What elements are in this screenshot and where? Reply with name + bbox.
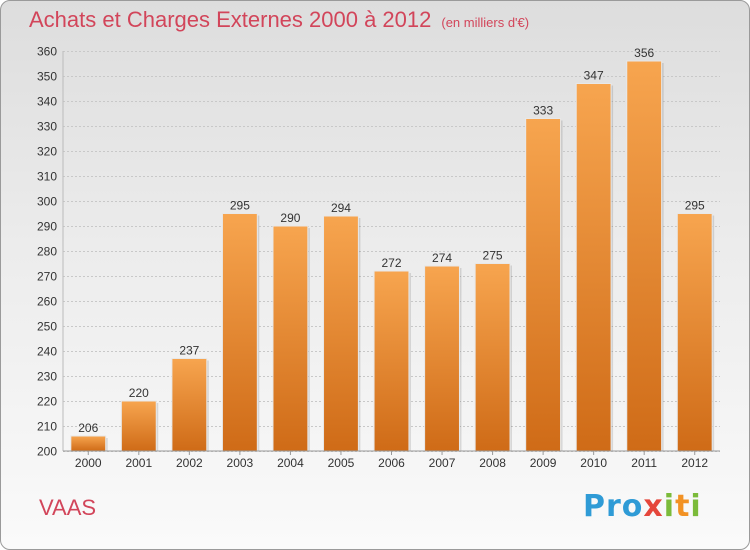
x-tick-label-2005: 2005	[328, 456, 355, 470]
y-tick-label: 200	[37, 445, 57, 459]
bar-2000	[70, 435, 107, 452]
bar-2006	[373, 270, 410, 452]
bar-2004	[272, 225, 309, 452]
chart-title: Achats et Charges Externes 2000 à 2012 (e…	[29, 7, 529, 33]
x-tick-label-2012: 2012	[681, 456, 708, 470]
y-tick-label: 290	[37, 220, 57, 234]
bar-2009	[525, 118, 562, 452]
data-label-2000: 206	[78, 421, 98, 435]
x-tick-label-2009: 2009	[530, 456, 557, 470]
x-tick-label-2004: 2004	[277, 456, 304, 470]
x-tick-label-2010: 2010	[580, 456, 607, 470]
logo-part-3: i	[663, 489, 676, 524]
data-label-2011: 356	[634, 46, 654, 60]
data-label-2008: 275	[483, 249, 503, 263]
logo-part-2: x	[643, 489, 664, 524]
y-tick-label: 280	[37, 245, 57, 259]
bar-2011	[626, 60, 663, 452]
y-tick-label: 240	[37, 345, 57, 359]
bar-2010	[575, 83, 612, 452]
bar-2008	[474, 263, 511, 452]
data-label-2002: 237	[179, 344, 199, 358]
bar-2007	[424, 265, 460, 452]
y-tick-label: 320	[37, 145, 57, 159]
x-tick-label-2008: 2008	[479, 456, 506, 470]
x-tick-label-2000: 2000	[75, 456, 102, 470]
data-label-2006: 272	[381, 256, 401, 270]
data-label-2010: 347	[584, 69, 604, 83]
y-tick-label: 360	[37, 45, 57, 59]
chart-unit: (en milliers d'€)	[441, 15, 530, 30]
y-tick-label: 260	[37, 295, 57, 309]
x-tick-label-2006: 2006	[378, 456, 405, 470]
y-tick-label: 340	[37, 95, 57, 109]
y-tick-label: 210	[37, 420, 57, 434]
bar-2001	[120, 400, 157, 452]
bar-2002	[171, 358, 208, 452]
y-tick-label: 250	[37, 320, 57, 334]
x-tick-label-2001: 2001	[125, 456, 152, 470]
y-tick-label: 310	[37, 170, 57, 184]
proxiti-logo: Proxiti	[583, 489, 702, 524]
data-label-2001: 220	[129, 386, 149, 400]
y-tick-label: 230	[37, 370, 57, 384]
x-tick-label-2002: 2002	[176, 456, 203, 470]
bar-2003	[221, 213, 258, 452]
y-tick-label: 350	[37, 70, 57, 84]
x-tick-label-2011: 2011	[631, 456, 657, 470]
y-tick-label: 270	[37, 270, 57, 284]
y-tick-label: 300	[37, 195, 57, 209]
logo-part-4: t	[675, 489, 691, 524]
place-name: VAAS	[39, 495, 97, 520]
chart-title-text: Achats et Charges Externes 2000 à 2012	[29, 7, 432, 32]
data-label-2004: 290	[280, 211, 300, 225]
x-tick-label-2003: 2003	[227, 456, 254, 470]
data-label-2012: 295	[685, 199, 705, 213]
bar-2005	[323, 215, 359, 452]
y-tick-label: 330	[37, 120, 57, 134]
y-tick-label: 220	[37, 395, 57, 409]
logo-part-5: i	[690, 489, 702, 524]
data-label-2009: 333	[533, 104, 553, 118]
bar-2012	[676, 213, 713, 452]
data-label-2007: 274	[432, 251, 452, 265]
data-label-2005: 294	[331, 201, 351, 215]
logo-part-1: Pro	[583, 489, 644, 524]
x-tick-label-2007: 2007	[429, 456, 456, 470]
data-label-2003: 295	[230, 199, 250, 213]
